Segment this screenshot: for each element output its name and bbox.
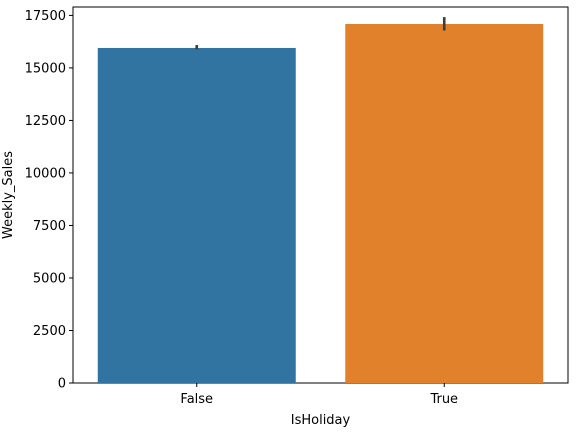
x-tick-label: True — [429, 392, 458, 407]
y-tick-label: 12500 — [25, 114, 66, 129]
plot-border — [72, 6, 569, 384]
x-axis-label: IsHoliday — [291, 413, 351, 428]
y-tick-label: 0 — [58, 377, 66, 392]
bars — [97, 24, 544, 383]
y-tick-label: 5000 — [33, 271, 66, 286]
y-tick-label: 15000 — [25, 61, 66, 76]
x-tick-label: False — [180, 392, 213, 407]
error-bars — [195, 17, 446, 50]
x-axis: False True — [180, 383, 458, 407]
bar-false — [97, 47, 296, 383]
bar-true — [345, 24, 544, 383]
y-axis: 0 2500 5000 7500 10000 12500 15000 17500 — [25, 9, 73, 392]
plot-frame — [72, 6, 569, 384]
y-tick-label: 10000 — [25, 166, 66, 181]
y-axis-label: Weekly_Sales — [1, 151, 16, 239]
y-tick-label: 7500 — [33, 219, 66, 234]
y-tick-label: 2500 — [33, 324, 66, 339]
y-tick-label: 17500 — [25, 9, 66, 24]
